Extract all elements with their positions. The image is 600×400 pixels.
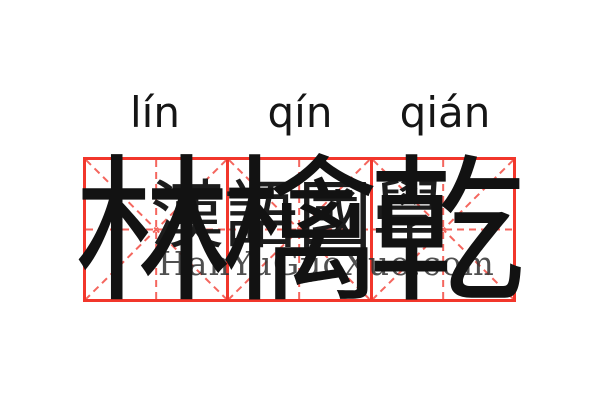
- watermark-cjk-text: 漢語國學: [150, 173, 446, 259]
- hanzi-character-1: 林: [74, 141, 232, 325]
- mizige-cell-2: [226, 160, 370, 299]
- watermark-site-text: HanYuGuoXue.com: [158, 244, 495, 283]
- hanzi-character-2: 檎: [221, 141, 379, 325]
- pinyin-syllable-1: lín: [130, 88, 180, 137]
- pinyin-syllable-3: qián: [399, 88, 491, 137]
- guide-lines-icon: [372, 160, 513, 299]
- mizige-grid: [83, 157, 516, 302]
- hanzi-character-3: 乾: [368, 141, 526, 325]
- mizige-cell-1: [86, 160, 227, 299]
- guide-lines-icon: [86, 160, 227, 299]
- pinyin-syllable-2: qín: [267, 88, 333, 137]
- mizige-cell-3: [369, 160, 513, 299]
- guide-lines-icon: [229, 160, 370, 299]
